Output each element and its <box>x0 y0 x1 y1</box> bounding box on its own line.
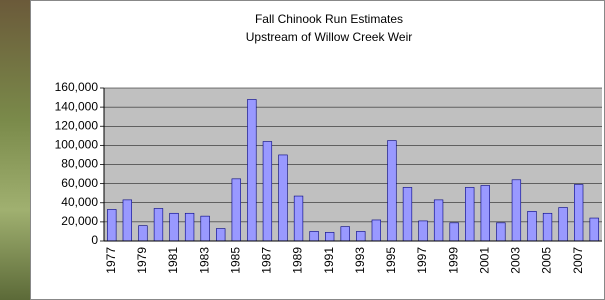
chart: Fall Chinook Run Estimates Upstream of W… <box>0 0 605 300</box>
bar <box>279 155 288 241</box>
bar <box>201 216 210 241</box>
bar <box>481 186 490 241</box>
x-tick-label: 1977 <box>104 247 118 274</box>
x-tick-label: 1995 <box>384 247 398 274</box>
bar <box>170 213 179 241</box>
x-tick-label: 1983 <box>197 247 211 274</box>
bar <box>263 142 272 241</box>
x-tick-label: 2005 <box>540 247 554 274</box>
y-tick-label: 140,000 <box>55 99 99 113</box>
page: Fall Chinook Run Estimates Upstream of W… <box>0 0 605 300</box>
x-tick-label: 1993 <box>353 247 367 274</box>
bar <box>139 226 148 241</box>
bar <box>247 99 256 241</box>
x-tick-label: 2003 <box>509 247 523 274</box>
y-tick-label: 160,000 <box>55 80 99 94</box>
y-tick-label: 40,000 <box>61 195 98 209</box>
x-tick-label: 1979 <box>135 247 149 274</box>
bar <box>341 227 350 241</box>
bar <box>107 209 116 241</box>
chart-title: Fall Chinook Run Estimates <box>255 12 403 26</box>
bar <box>590 218 599 241</box>
bar <box>154 208 163 241</box>
bar <box>574 185 583 241</box>
bar <box>465 187 474 241</box>
y-tick-label: 120,000 <box>55 118 99 132</box>
bar <box>185 213 194 241</box>
y-tick-label: 80,000 <box>61 157 98 171</box>
bar <box>294 196 303 241</box>
y-tick-label: 0 <box>91 233 98 247</box>
x-tick-label: 1985 <box>228 247 242 274</box>
bar <box>512 180 521 241</box>
bar <box>325 232 334 241</box>
bar <box>232 179 241 241</box>
bar <box>356 231 365 241</box>
x-tick-label: 2007 <box>571 247 585 274</box>
bar <box>450 223 459 241</box>
bar <box>528 211 537 241</box>
bar <box>543 213 552 241</box>
x-tick-label: 1989 <box>291 247 305 274</box>
x-tick-label: 2001 <box>477 247 491 274</box>
x-tick-label: 1981 <box>166 247 180 274</box>
bar <box>372 220 381 241</box>
y-tick-label: 60,000 <box>61 176 98 190</box>
bar <box>310 231 319 241</box>
bar <box>388 141 397 241</box>
chart-subtitle: Upstream of Willow Creek Weir <box>246 30 412 44</box>
x-tick-label: 1987 <box>260 247 274 274</box>
x-tick-label: 1991 <box>322 247 336 274</box>
bar <box>403 187 412 241</box>
y-tick-label: 20,000 <box>61 214 98 228</box>
bar <box>496 223 505 241</box>
x-tick-label: 1997 <box>415 247 429 274</box>
bar <box>123 200 132 241</box>
bar <box>434 200 443 241</box>
x-tick-label: 1999 <box>446 247 460 274</box>
bar <box>419 221 428 241</box>
y-tick-label: 100,000 <box>55 138 99 152</box>
bar <box>216 229 225 241</box>
bar <box>559 208 568 241</box>
